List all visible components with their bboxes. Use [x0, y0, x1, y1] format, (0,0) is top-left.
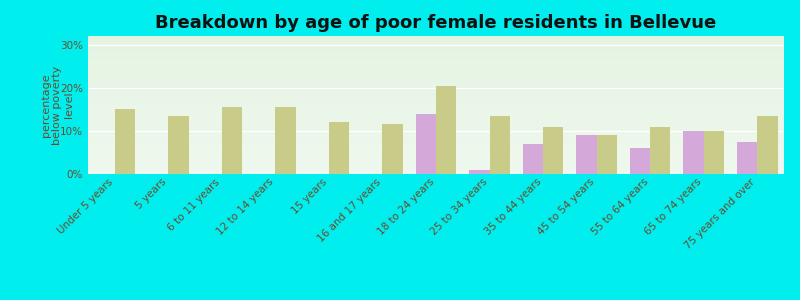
Bar [543, 127, 563, 174]
Bar [683, 131, 704, 174]
Bar [758, 116, 778, 174]
Bar [704, 131, 724, 174]
Bar [576, 135, 597, 174]
Y-axis label: percentage
below poverty
level: percentage below poverty level [41, 65, 74, 145]
Bar [597, 135, 617, 174]
Bar [737, 142, 758, 174]
Bar [490, 116, 510, 174]
Bar [436, 85, 456, 174]
Bar [168, 116, 189, 174]
Bar [469, 170, 490, 174]
Bar [329, 122, 350, 174]
Title: Breakdown by age of poor female residents in Bellevue: Breakdown by age of poor female resident… [155, 14, 717, 32]
Bar [275, 107, 296, 174]
Bar [416, 114, 436, 174]
Bar [222, 107, 242, 174]
Bar [630, 148, 650, 174]
Bar [522, 144, 543, 174]
Bar [382, 124, 403, 174]
Bar [114, 109, 135, 174]
Bar [650, 127, 670, 174]
